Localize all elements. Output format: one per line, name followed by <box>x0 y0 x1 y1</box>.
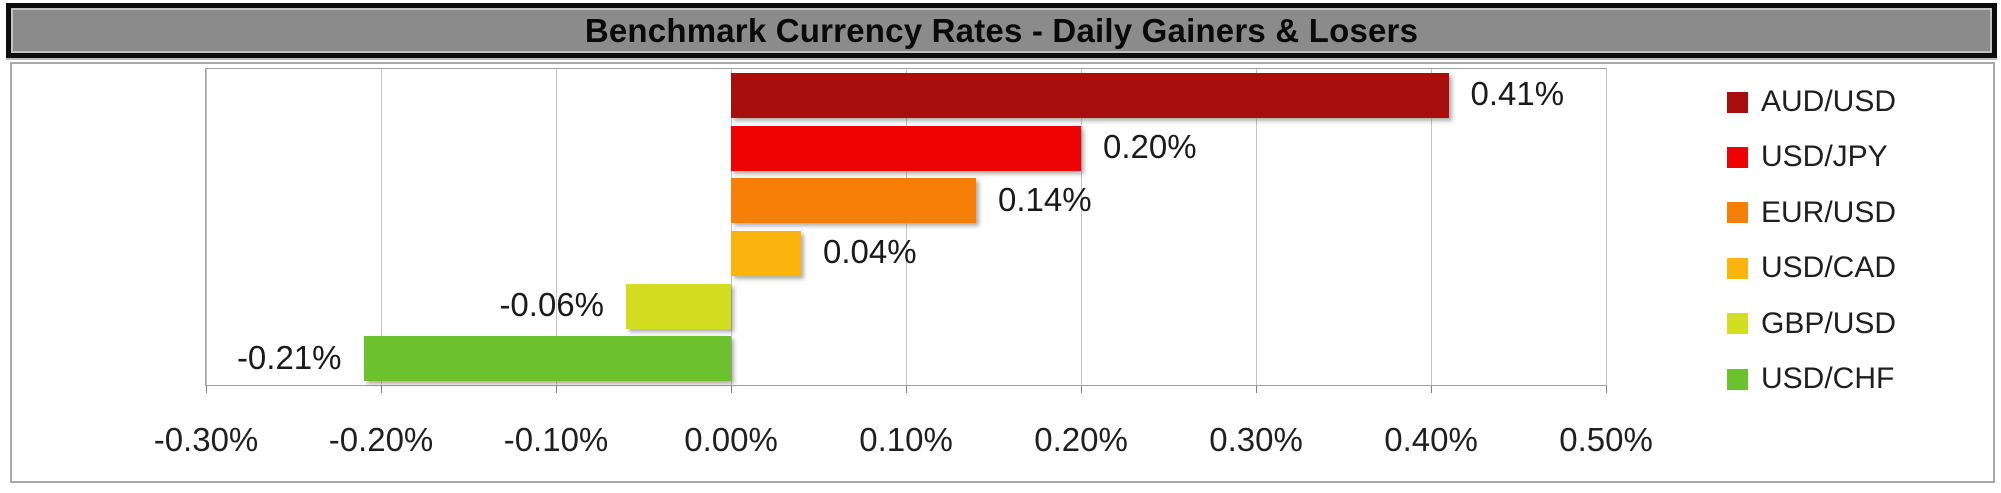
bar-value-label: 0.14% <box>998 180 1092 218</box>
bar-value-label: 0.41% <box>1470 75 1565 113</box>
chart-area: AUD/USD USD/JPY EUR/USD USD/CAD GBP/USD USD/C… <box>10 62 1995 483</box>
bar-aud-usd <box>731 72 1449 118</box>
x-tick-mark <box>1256 386 1257 393</box>
x-tick-label: 0.30% <box>1209 421 1303 458</box>
gridline <box>206 69 207 385</box>
legend-swatch-icon <box>1727 202 1748 224</box>
gridline <box>1256 69 1257 385</box>
legend-swatch-icon <box>1727 368 1748 390</box>
x-tick-mark <box>1431 386 1432 393</box>
legend-label: USD/CHF <box>1761 362 1895 395</box>
x-tick-mark <box>731 386 732 393</box>
chart-title-bar: Benchmark Currency Rates - Daily Gainers… <box>6 3 1997 58</box>
bar-eur-usd <box>731 178 976 224</box>
legend-item-gbp-usd: GBP/USD <box>1727 307 1896 341</box>
legend-item-usd-chf: USD/CHF <box>1727 362 1894 396</box>
legend-label: AUD/USD <box>1761 85 1897 118</box>
gridline <box>1431 69 1432 385</box>
legend-label: USD/CAD <box>1761 251 1897 285</box>
x-tick-label: -0.30% <box>153 421 259 458</box>
x-tick-label: -0.10% <box>503 421 609 458</box>
bar-value-label: -0.06% <box>499 286 604 323</box>
x-tick-mark <box>1081 386 1082 393</box>
gridline <box>906 69 907 385</box>
x-tick-label: 0.20% <box>1034 421 1128 458</box>
chart-title: Benchmark Currency Rates - Daily Gainers… <box>584 11 1419 49</box>
legend-item-aud-usd: AUD/USD <box>1727 85 1896 119</box>
x-tick-label: 0.00% <box>684 421 778 458</box>
x-tick-label: 0.40% <box>1384 421 1478 458</box>
bar-usd-cad <box>731 230 801 276</box>
legend-label: GBP/USD <box>1761 306 1897 340</box>
gridline <box>1081 69 1082 385</box>
x-tick-label: 0.10% <box>859 421 953 458</box>
x-tick-mark <box>206 386 207 393</box>
x-tick-mark <box>556 386 557 393</box>
bar-gbp-usd <box>626 283 731 329</box>
legend-swatch-icon <box>1727 257 1748 279</box>
gridline <box>556 69 557 385</box>
gridline <box>731 69 732 385</box>
gridline <box>1606 69 1607 385</box>
legend-item-usd-cad: USD/CAD <box>1727 251 1896 285</box>
x-tick-label: 0.50% <box>1559 421 1653 458</box>
bar-value-label: -0.21% <box>236 338 342 376</box>
x-tick-label: -0.20% <box>328 421 434 458</box>
legend-swatch-icon <box>1727 146 1748 168</box>
bar-value-label: 0.04% <box>823 233 917 271</box>
x-tick-mark <box>906 386 907 393</box>
x-tick-mark <box>381 386 382 393</box>
legend-swatch-icon <box>1727 91 1748 113</box>
bar-usd-jpy <box>731 125 1081 171</box>
bar-usd-chf <box>363 336 731 382</box>
legend-swatch-icon <box>1727 313 1748 335</box>
legend-item-eur-usd: EUR/USD <box>1727 196 1896 230</box>
bar-value-label: 0.20% <box>1103 128 1197 165</box>
plot-area <box>205 68 1607 386</box>
legend-label: EUR/USD <box>1761 195 1897 229</box>
legend-label: USD/JPY <box>1761 140 1888 174</box>
gridline <box>381 69 382 385</box>
x-tick-mark <box>1606 386 1607 393</box>
legend-item-usd-jpy: USD/JPY <box>1727 140 1888 174</box>
